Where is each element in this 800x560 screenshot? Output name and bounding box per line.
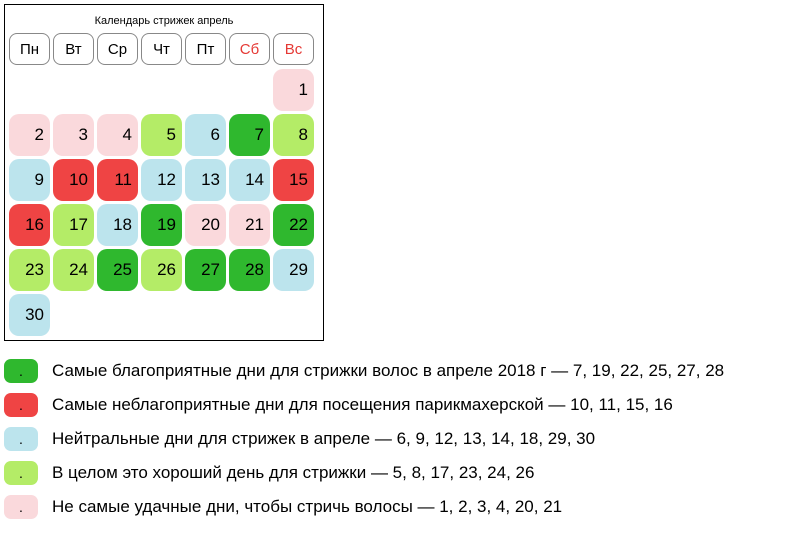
day-30: 30 — [9, 294, 50, 336]
legend-text-neutral: Нейтральные дни для стрижек в апреле — 6… — [52, 428, 595, 451]
day-24: 24 — [53, 249, 94, 291]
day-3: 3 — [53, 114, 94, 156]
day-23: 23 — [9, 249, 50, 291]
day-17: 17 — [53, 204, 94, 246]
day-12: 12 — [141, 159, 182, 201]
day-7: 7 — [229, 114, 270, 156]
legend-text-worst: Самые неблагоприятные дни для посещения … — [52, 394, 673, 417]
day-26: 26 — [141, 249, 182, 291]
empty-cell — [141, 69, 182, 111]
empty-cell — [185, 69, 226, 111]
day-5: 5 — [141, 114, 182, 156]
day-14: 14 — [229, 159, 270, 201]
legend-text-best: Самые благоприятные дни для стрижки воло… — [52, 360, 724, 383]
weekday-header: ПнВтСрЧтПтСбВс — [9, 33, 319, 65]
day-21: 21 — [229, 204, 270, 246]
weekday-Вс: Вс — [273, 33, 314, 65]
day-25: 25 — [97, 249, 138, 291]
day-29: 29 — [273, 249, 314, 291]
day-11: 11 — [97, 159, 138, 201]
calendar: Календарь стрижек апрель ПнВтСрЧтПтСбВс … — [4, 4, 324, 341]
day-13: 13 — [185, 159, 226, 201]
legend-text-good: В целом это хороший день для стрижки — 5… — [52, 462, 534, 485]
day-27: 27 — [185, 249, 226, 291]
legend-swatch-neutral: . — [4, 427, 38, 451]
day-4: 4 — [97, 114, 138, 156]
day-18: 18 — [97, 204, 138, 246]
weekday-Чт: Чт — [141, 33, 182, 65]
legend-swatch-good: . — [4, 461, 38, 485]
empty-cell — [9, 69, 50, 111]
weekday-Сб: Сб — [229, 33, 270, 65]
legend-swatch-best: . — [4, 359, 38, 383]
legend-row-good: . В целом это хороший день для стрижки — … — [4, 461, 800, 485]
weekday-Ср: Ср — [97, 33, 138, 65]
day-28: 28 — [229, 249, 270, 291]
day-22: 22 — [273, 204, 314, 246]
day-9: 9 — [9, 159, 50, 201]
legend-row-neutral: . Нейтральные дни для стрижек в апреле — … — [4, 427, 800, 451]
legend-text-notbest: Не самые удачные дни, чтобы стричь волос… — [52, 496, 562, 519]
legend: . Самые благоприятные дни для стрижки вол… — [4, 359, 800, 519]
weekday-Пн: Пн — [9, 33, 50, 65]
weekday-Пт: Пт — [185, 33, 226, 65]
day-10: 10 — [53, 159, 94, 201]
day-1: 1 — [273, 69, 314, 111]
day-2: 2 — [9, 114, 50, 156]
legend-swatch-worst: . — [4, 393, 38, 417]
weekday-Вт: Вт — [53, 33, 94, 65]
calendar-title: Календарь стрижек апрель — [9, 9, 319, 33]
day-8: 8 — [273, 114, 314, 156]
legend-swatch-notbest: . — [4, 495, 38, 519]
day-20: 20 — [185, 204, 226, 246]
day-19: 19 — [141, 204, 182, 246]
empty-cell — [53, 69, 94, 111]
day-16: 16 — [9, 204, 50, 246]
legend-row-worst: . Самые неблагоприятные дни для посещения… — [4, 393, 800, 417]
day-6: 6 — [185, 114, 226, 156]
legend-row-notbest: . Не самые удачные дни, чтобы стричь воло… — [4, 495, 800, 519]
empty-cell — [229, 69, 270, 111]
calendar-grid: 1234567891011121314151617181920212223242… — [9, 69, 319, 336]
legend-row-best: . Самые благоприятные дни для стрижки вол… — [4, 359, 800, 383]
empty-cell — [97, 69, 138, 111]
day-15: 15 — [273, 159, 314, 201]
